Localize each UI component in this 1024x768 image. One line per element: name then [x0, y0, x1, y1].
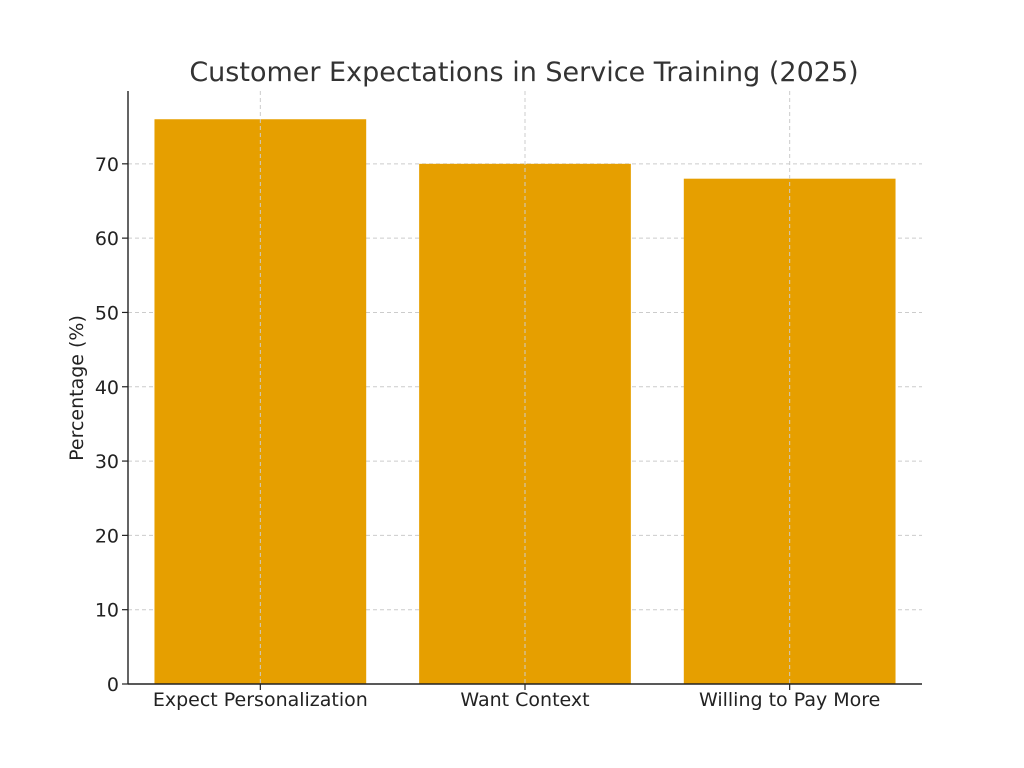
chart-title: Customer Expectations in Service Trainin… [189, 57, 858, 88]
x-tick-label: Expect Personalization [153, 689, 368, 711]
x-tick-label: Want Context [460, 689, 589, 711]
y-tick-label: 20 [95, 525, 119, 547]
tick-layer: 0 10 20 30 40 50 60 70 Expect Personalization Wan… [95, 154, 881, 711]
y-tick-label: 40 [95, 377, 119, 399]
vertical-grid-layer [259, 91, 791, 684]
x-tick-label: Willing to Pay More [699, 689, 880, 711]
y-tick-label: 0 [107, 674, 119, 696]
y-tick-label: 30 [95, 451, 119, 473]
y-tick-label: 70 [95, 154, 119, 176]
y-tick-label: 10 [95, 600, 119, 622]
y-axis-label: Percentage (%) [66, 315, 88, 461]
y-tick-label: 50 [95, 302, 119, 324]
y-tick-label: 60 [95, 228, 119, 250]
